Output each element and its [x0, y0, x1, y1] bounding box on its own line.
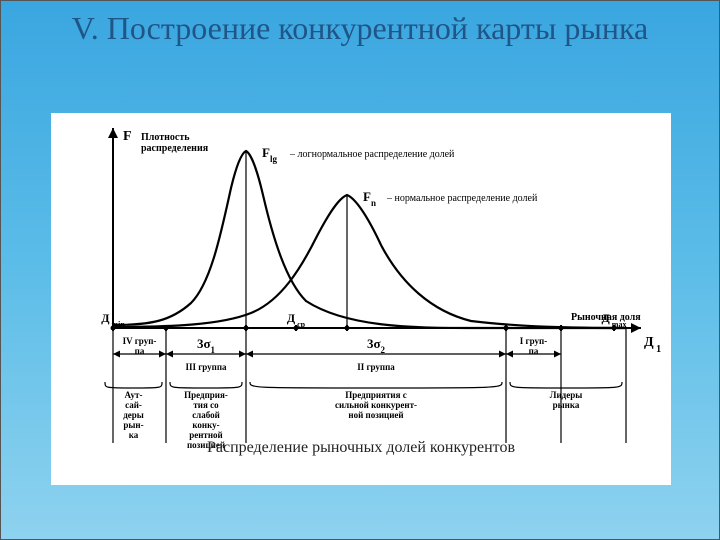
svg-text:Плотностьраспределения: Плотностьраспределения: [141, 132, 209, 154]
svg-text:3σ2: 3σ2: [367, 336, 386, 355]
chart-area: FПлотностьраспределенияРыночная доляД 1F…: [51, 113, 671, 485]
svg-text:Лидерырынка: Лидерырынка: [550, 390, 582, 410]
svg-text:3σ1: 3σ1: [197, 336, 216, 355]
svg-text:I груп-па: I груп-па: [520, 336, 547, 356]
svg-text:Д ср: Д ср: [287, 311, 306, 329]
svg-text:Предприятия ссильной конкурент: Предприятия ссильной конкурент-ной позиц…: [335, 390, 417, 420]
chart-caption: Распределение рыночных долей конкурентов: [51, 439, 671, 457]
svg-text:III группа: III группа: [185, 362, 227, 372]
svg-text:– логнормальное распределение: – логнормальное распределение долей: [289, 149, 455, 160]
svg-text:Fn: Fn: [363, 189, 376, 208]
svg-text:II группа: II группа: [357, 362, 395, 372]
svg-text:IV груп-па: IV груп-па: [123, 336, 157, 356]
svg-text:– нормальное распределение дол: – нормальное распределение долей: [386, 193, 538, 204]
slide-title: V. Построение конкурентной карты рынка: [19, 11, 701, 47]
svg-text:Flg: Flg: [262, 145, 277, 164]
distribution-chart: FПлотностьраспределенияРыночная доляД 1F…: [51, 113, 671, 485]
slide-header: V. Построение конкурентной карты рынка: [1, 1, 719, 51]
svg-text:F: F: [123, 129, 132, 144]
slide: V. Построение конкурентной карты рынка F…: [0, 0, 720, 540]
svg-text:Аут-сай-дерырын-ка: Аут-сай-дерырын-ка: [123, 390, 144, 440]
svg-text:Д 1: Д 1: [644, 335, 661, 355]
